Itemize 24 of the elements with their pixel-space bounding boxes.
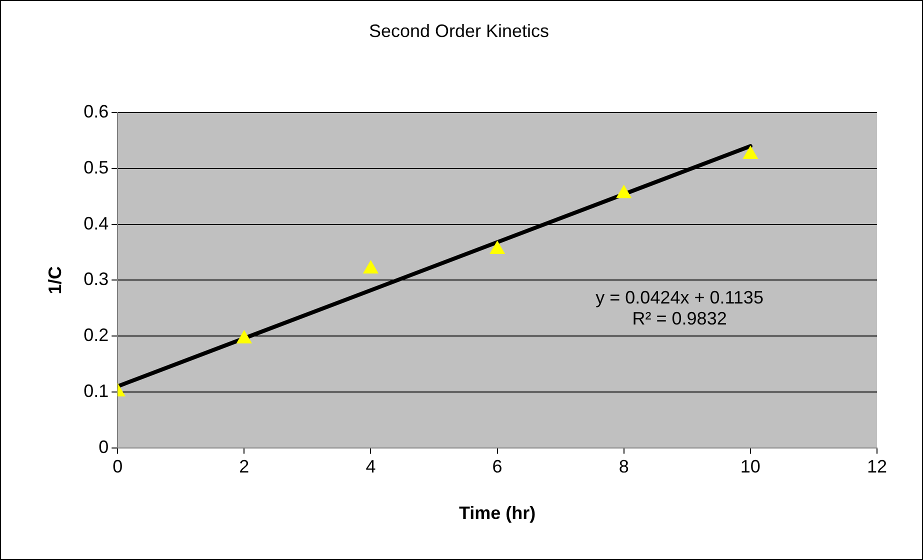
x-tick-label: 2 [239, 456, 250, 477]
y-tick-label: 0.1 [84, 380, 109, 401]
point [616, 185, 632, 198]
x-tick-label: 6 [492, 456, 502, 477]
y-tick-label: 0.3 [84, 269, 109, 290]
x-tick-label: 12 [866, 456, 888, 477]
point [363, 260, 378, 274]
chart-title: Second Order Kinetics [368, 20, 550, 41]
point [490, 240, 505, 254]
y-tick-label: 0.2 [84, 325, 109, 346]
y-tick-label: 0 [98, 436, 109, 457]
x-tick-label: 8 [618, 456, 629, 477]
y-tick-label: 0.5 [84, 157, 109, 178]
annotation: y = 0.0424x + 0.1135 [596, 288, 764, 308]
annotation: R² = 0.9832 [632, 308, 727, 329]
point [236, 330, 252, 344]
point [743, 146, 758, 159]
y-tick-label: 0.4 [84, 213, 109, 234]
x-tick-label: 10 [740, 456, 760, 477]
x-tick-label: 4 [366, 456, 376, 477]
x-axis-title: Time (hr) [458, 503, 536, 524]
y-tick-label: 0.6 [84, 102, 109, 122]
y-axis-title: 1/C [44, 266, 65, 294]
x-tick-label: 0 [112, 456, 123, 477]
